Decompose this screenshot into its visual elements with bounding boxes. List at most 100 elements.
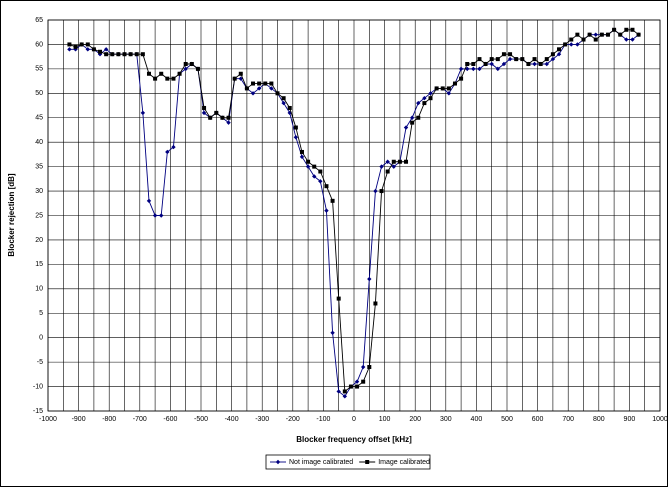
y-tick-label: 45	[35, 115, 43, 122]
data-point	[342, 389, 347, 394]
data-point	[232, 76, 237, 81]
data-point	[514, 57, 519, 62]
data-point	[544, 57, 549, 62]
data-point	[165, 76, 170, 81]
data-point	[177, 71, 182, 76]
x-tick-label: -800	[102, 416, 116, 423]
data-point	[379, 189, 384, 194]
data-point	[556, 52, 562, 57]
data-point	[287, 110, 292, 116]
data-point	[208, 115, 213, 120]
data-point	[489, 61, 494, 67]
data-point	[195, 66, 200, 71]
x-tick-label: 1000	[652, 416, 668, 423]
data-point	[152, 213, 158, 218]
data-point	[256, 86, 262, 91]
y-tick-label: 5	[39, 310, 43, 317]
data-point	[97, 52, 103, 57]
data-point	[189, 61, 194, 66]
data-point	[458, 66, 464, 72]
data-point	[159, 213, 164, 218]
data-point	[483, 61, 488, 66]
data-point	[538, 61, 543, 66]
data-point	[532, 57, 537, 62]
data-point	[183, 66, 188, 72]
data-point	[575, 42, 580, 47]
data-point	[110, 52, 115, 57]
data-point	[446, 86, 451, 91]
data-point	[171, 144, 176, 150]
data-point	[489, 57, 494, 62]
data-point	[471, 66, 476, 72]
data-point	[85, 47, 90, 52]
data-point	[618, 32, 623, 37]
x-tick-label: -600	[163, 416, 177, 423]
data-point	[275, 91, 280, 96]
data-point	[446, 91, 452, 96]
data-point	[299, 149, 304, 154]
data-point	[501, 52, 506, 57]
data-point	[318, 169, 323, 174]
x-tick-label: -700	[133, 416, 147, 423]
data-point	[318, 179, 323, 184]
data-point	[159, 71, 164, 76]
data-point	[140, 110, 146, 116]
y-tick-label: 20	[35, 237, 43, 244]
data-point	[471, 61, 476, 66]
data-point	[146, 198, 152, 204]
data-point	[385, 159, 390, 164]
data-point	[403, 125, 409, 130]
x-tick-label: 300	[440, 416, 452, 423]
data-point	[103, 47, 109, 52]
x-tick-label: 0	[352, 416, 356, 423]
x-tick-label: 900	[624, 416, 636, 423]
y-tick-label: 65	[35, 17, 43, 24]
x-tick-label: -200	[286, 416, 300, 423]
data-point	[361, 379, 366, 384]
data-point	[391, 164, 396, 169]
data-point	[128, 52, 133, 57]
data-point	[550, 56, 556, 62]
data-point	[440, 86, 445, 91]
data-point	[67, 42, 72, 47]
data-point	[367, 365, 372, 370]
data-point	[508, 52, 513, 57]
data-point	[104, 52, 109, 57]
data-point	[116, 52, 121, 57]
data-point	[134, 52, 139, 57]
data-point	[459, 76, 464, 81]
data-point	[544, 61, 549, 67]
data-point	[391, 159, 396, 164]
data-point	[257, 81, 262, 86]
data-point	[416, 115, 421, 120]
x-tick-label: -300	[255, 416, 269, 423]
data-point	[495, 66, 501, 72]
legend-box	[265, 454, 431, 470]
x-axis-title: Blocker frequency offset [kHz]	[296, 435, 412, 444]
data-point	[532, 61, 537, 67]
data-point	[293, 125, 298, 130]
data-point	[250, 91, 256, 96]
y-tick-label: -5	[37, 359, 43, 366]
data-point	[624, 27, 629, 32]
x-tick-label: 100	[379, 416, 391, 423]
y-tick-label: 10	[35, 286, 43, 293]
data-point	[293, 135, 299, 140]
data-point	[263, 81, 268, 86]
data-point	[520, 57, 525, 62]
data-point	[593, 32, 598, 37]
data-point	[581, 37, 586, 42]
x-tick-label: 600	[532, 416, 544, 423]
y-tick-label: 35	[35, 163, 43, 170]
data-point	[526, 61, 531, 66]
data-point	[324, 208, 329, 213]
data-point	[422, 101, 427, 106]
data-point	[183, 61, 188, 66]
data-point	[379, 164, 384, 169]
data-point	[226, 115, 231, 120]
legend-label: Image calibrated	[378, 459, 430, 466]
data-point	[91, 47, 96, 52]
series-line	[69, 29, 639, 393]
data-point	[324, 184, 329, 189]
data-point	[630, 27, 635, 32]
